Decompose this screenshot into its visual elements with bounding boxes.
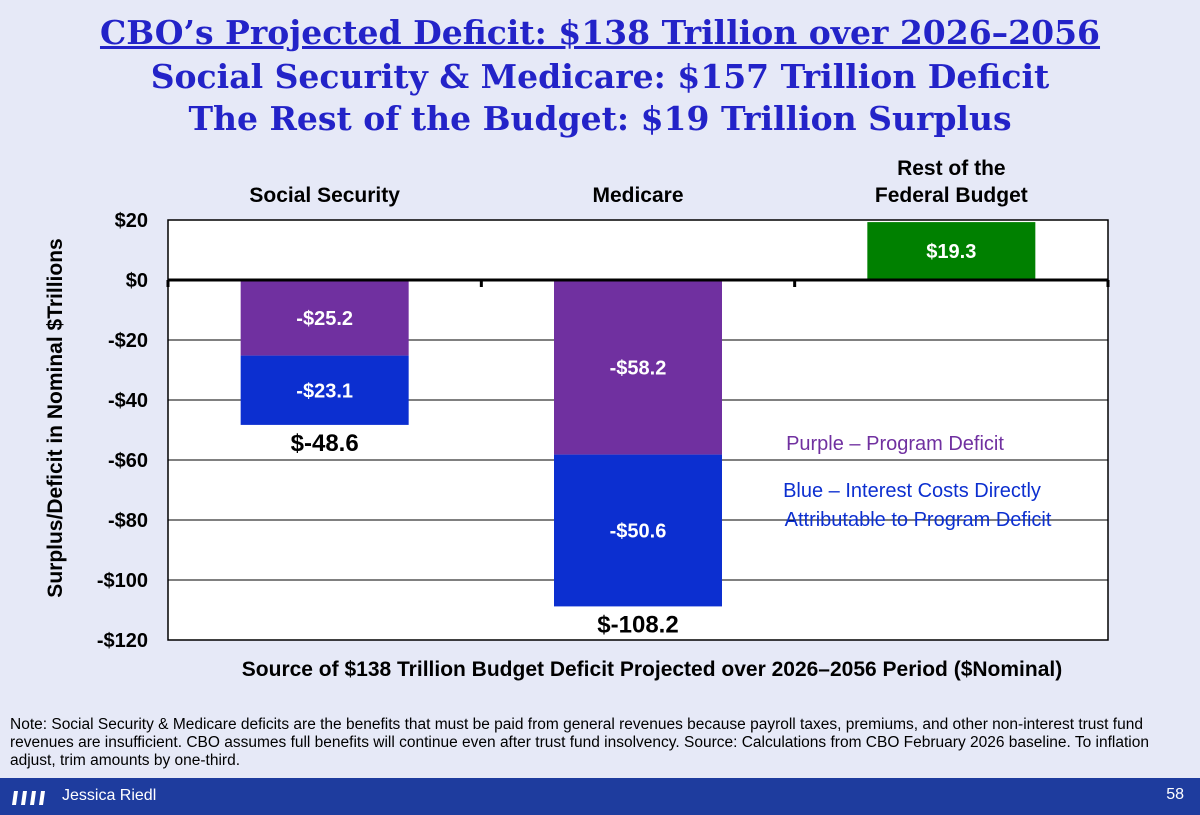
y-tick-label: $20 [115,210,148,232]
category-label: Federal Budget [875,184,1028,207]
legend-blue-line-2: Attributable to Program Deficit [785,509,1052,531]
footer-bar: Jessica Riedl 58 [0,778,1200,815]
page-number: 58 [1166,786,1184,803]
title-line-3: The Rest of the Budget: $19 Trillion Sur… [188,99,1012,138]
y-tick-label: -$80 [108,510,148,532]
legend-purple: Purple – Program Deficit [786,433,1004,455]
y-tick-label: $0 [126,270,148,292]
bar-segment [867,222,1036,280]
bar-segment [240,355,409,425]
data-label: -$23.1 [296,380,353,402]
bar-segment [240,280,409,356]
total-label: $-48.6 [291,430,359,457]
data-label: -$50.6 [610,521,667,543]
data-label: -$58.2 [610,357,667,379]
y-tick-label: -$40 [108,390,148,412]
bar-segment [554,454,722,607]
category-label: Social Security [249,184,400,207]
legend-blue-line-1: Blue – Interest Costs Directly [783,480,1041,502]
category-label: Medicare [592,184,683,207]
x-axis-title: Source of $138 Trillion Budget Deficit P… [242,658,1062,681]
y-tick-label: -$120 [97,630,148,652]
y-axis-title: Surplus/Deficit in Nominal $Trillions [44,238,67,597]
footnote: Note: Social Security & Medicare deficit… [10,716,1149,769]
y-tick-label: -$20 [108,330,148,352]
data-label: $19.3 [926,241,976,263]
author-name: Jessica Riedl [62,787,157,804]
category-label: Rest of the [897,157,1006,180]
y-tick-label: -$60 [108,450,148,472]
title-line-2: Social Security & Medicare: $157 Trillio… [150,57,1050,96]
data-label: -$25.2 [296,308,353,330]
logo-icon [12,791,45,805]
y-tick-label: -$100 [97,570,148,592]
stacked-bar-chart: $20 $0 -$20 -$40 -$60 -$80 -$100 -$120 -$25.2 -$2… [44,157,1110,681]
title-line-1: CBO’s Projected Deficit: $138 Trillion o… [99,13,1101,52]
total-label: $-108.2 [597,611,678,638]
bar-segment [554,280,722,455]
